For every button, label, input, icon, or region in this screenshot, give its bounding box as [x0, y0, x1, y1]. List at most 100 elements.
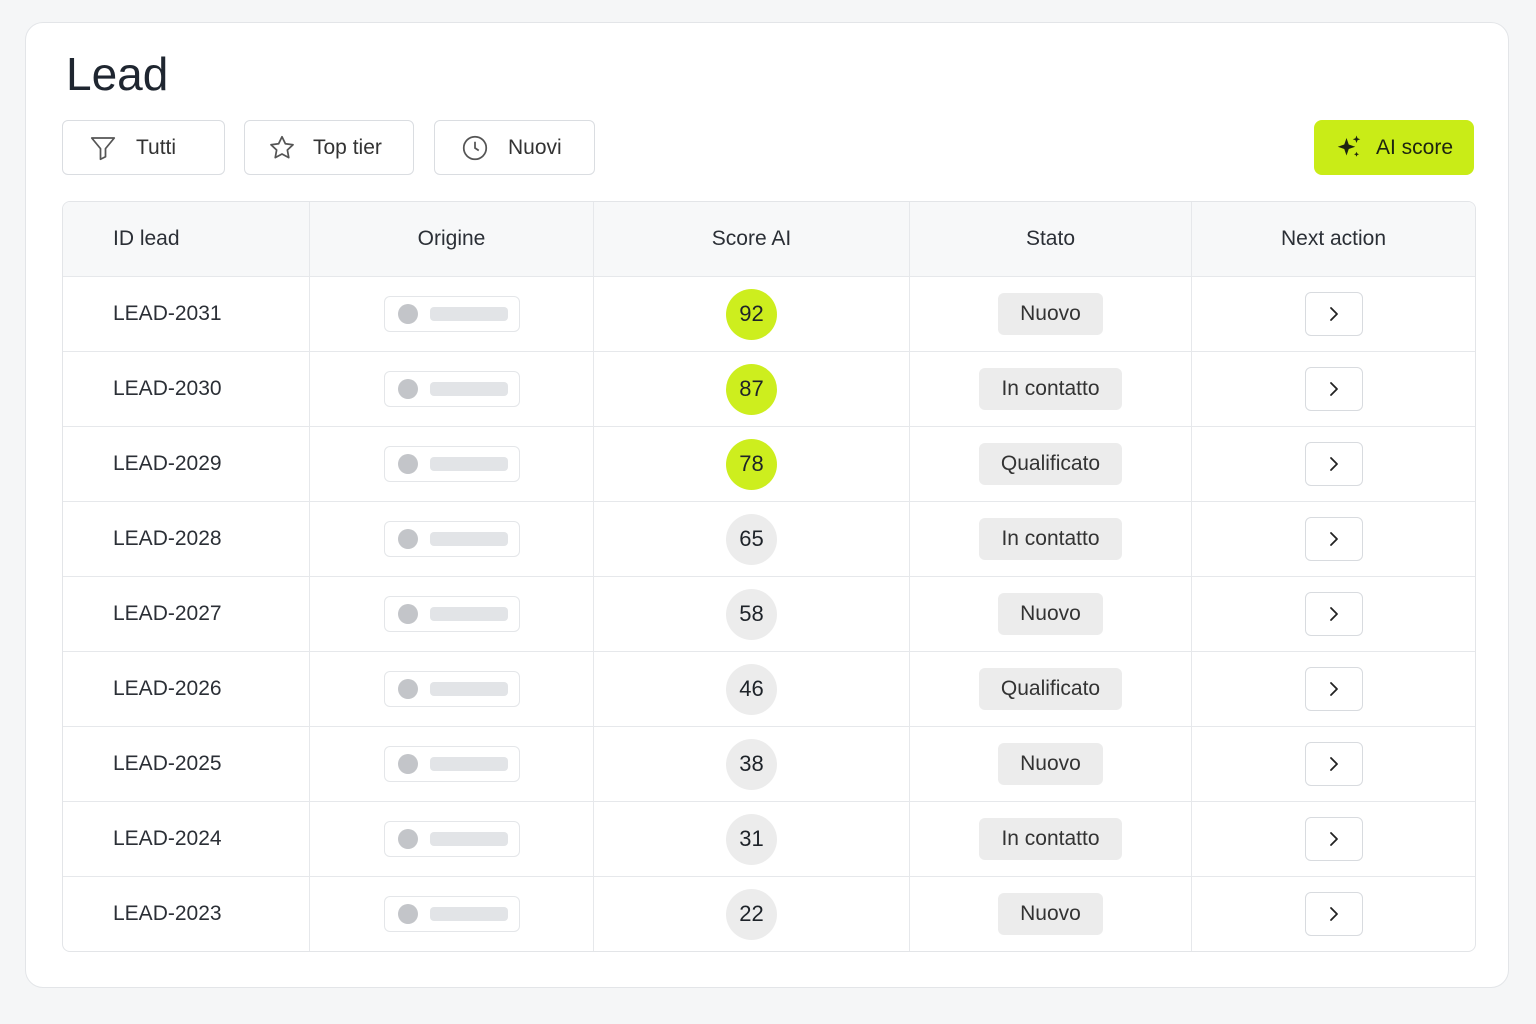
- filter-button[interactable]: Tutti: [62, 120, 225, 175]
- action-cell: [1191, 727, 1475, 801]
- score-cell: 78: [593, 427, 909, 501]
- lead-id: LEAD-2026: [113, 677, 222, 700]
- ai-score-button[interactable]: AI score: [1314, 120, 1474, 175]
- status-cell: Nuovo: [909, 577, 1191, 651]
- status-cell: In contatto: [909, 802, 1191, 876]
- action-cell: [1191, 502, 1475, 576]
- action-cell: [1191, 352, 1475, 426]
- action-cell: [1191, 577, 1475, 651]
- filter-label: Top tier: [313, 135, 382, 159]
- next-action-button[interactable]: [1304, 367, 1363, 411]
- sparkle-icon: [1337, 135, 1361, 157]
- origin-placeholder: [383, 446, 520, 482]
- next-action-button[interactable]: [1304, 742, 1363, 786]
- lead-id: LEAD-2029: [113, 452, 222, 475]
- next-action-button[interactable]: [1304, 292, 1363, 336]
- next-action-button[interactable]: [1304, 592, 1363, 636]
- filter-icon: [90, 136, 116, 160]
- placeholder-dot: [397, 904, 418, 924]
- filter-label: Tutti: [136, 135, 177, 159]
- lead-card: Lead Tutti Top tier Nuovi AI score ID le…: [25, 22, 1509, 988]
- filter-button[interactable]: Nuovi: [434, 120, 595, 175]
- origin-cell: [309, 727, 593, 801]
- placeholder-dot: [397, 754, 418, 774]
- filter-label: Nuovi: [508, 135, 562, 159]
- lead-table: ID lead Origine Score AI Stato Next action L…: [62, 201, 1476, 952]
- column-header: ID lead: [113, 227, 180, 250]
- table-row: LEAD-2026 46 Qualificato: [63, 651, 1475, 726]
- score-badge: 58: [726, 588, 777, 640]
- next-action-button[interactable]: [1304, 892, 1363, 936]
- placeholder-bar: [429, 457, 508, 471]
- next-action-button[interactable]: [1304, 817, 1363, 861]
- table-header: ID lead Origine Score AI Stato Next action: [63, 202, 1475, 276]
- origin-placeholder: [383, 596, 520, 632]
- next-action-button[interactable]: [1304, 442, 1363, 486]
- next-action-button[interactable]: [1304, 517, 1363, 561]
- origin-placeholder: [383, 296, 520, 332]
- score-badge: 92: [726, 288, 777, 340]
- table-row: LEAD-2028 65 In contatto: [63, 501, 1475, 576]
- score-badge: 87: [726, 363, 777, 415]
- score-badge: 38: [726, 738, 777, 790]
- chevron-icon: [1329, 382, 1338, 396]
- chevron-icon: [1329, 532, 1338, 546]
- table-row: LEAD-2030 87 In contatto: [63, 351, 1475, 426]
- table-row: LEAD-2027 58 Nuovo: [63, 576, 1475, 651]
- score-badge: 65: [726, 513, 777, 565]
- table-row: LEAD-2029 78 Qualificato: [63, 426, 1475, 501]
- chevron-icon: [1329, 607, 1338, 621]
- origin-placeholder: [383, 746, 520, 782]
- placeholder-dot: [397, 304, 418, 324]
- action-cell: [1191, 427, 1475, 501]
- chevron-icon: [1329, 457, 1338, 471]
- placeholder-bar: [429, 757, 508, 771]
- table-row: LEAD-2024 31 In contatto: [63, 801, 1475, 876]
- table-row: LEAD-2023 22 Nuovo: [63, 876, 1475, 951]
- origin-cell: [309, 577, 593, 651]
- origin-placeholder: [383, 521, 520, 557]
- star-icon: [270, 135, 294, 158]
- action-cell: [1191, 652, 1475, 726]
- filter-button[interactable]: Top tier: [244, 120, 414, 175]
- status-pill: In contatto: [979, 368, 1122, 410]
- placeholder-bar: [429, 907, 508, 921]
- status-cell: Qualificato: [909, 427, 1191, 501]
- origin-cell: [309, 277, 593, 351]
- score-cell: 92: [593, 277, 909, 351]
- lead-id: LEAD-2023: [113, 902, 222, 925]
- origin-cell: [309, 352, 593, 426]
- placeholder-bar: [429, 382, 508, 396]
- chevron-icon: [1329, 682, 1338, 696]
- lead-id: LEAD-2025: [113, 752, 222, 775]
- origin-placeholder: [383, 896, 520, 932]
- placeholder-dot: [397, 829, 418, 849]
- table-row: LEAD-2031 92 Nuovo: [63, 276, 1475, 351]
- origin-placeholder: [383, 371, 520, 407]
- placeholder-dot: [397, 379, 418, 399]
- score-badge: 22: [726, 888, 777, 940]
- origin-cell: [309, 802, 593, 876]
- score-cell: 46: [593, 652, 909, 726]
- status-pill: Nuovo: [998, 893, 1103, 935]
- ai-score-label: AI score: [1376, 135, 1454, 159]
- score-badge: 31: [726, 813, 777, 865]
- score-badge: 46: [726, 663, 777, 715]
- status-pill: Qualificato: [978, 443, 1123, 485]
- next-action-button[interactable]: [1304, 667, 1363, 711]
- placeholder-dot: [397, 604, 418, 624]
- status-pill: In contatto: [979, 818, 1122, 860]
- origin-placeholder: [383, 821, 520, 857]
- placeholder-bar: [429, 607, 508, 621]
- status-cell: In contatto: [909, 352, 1191, 426]
- lead-id: LEAD-2027: [113, 602, 222, 625]
- origin-cell: [309, 427, 593, 501]
- lead-id: LEAD-2030: [113, 377, 222, 400]
- score-cell: 65: [593, 502, 909, 576]
- column-header: Score AI: [593, 202, 909, 276]
- status-cell: Nuovo: [909, 727, 1191, 801]
- score-cell: 87: [593, 352, 909, 426]
- status-cell: Nuovo: [909, 277, 1191, 351]
- origin-cell: [309, 502, 593, 576]
